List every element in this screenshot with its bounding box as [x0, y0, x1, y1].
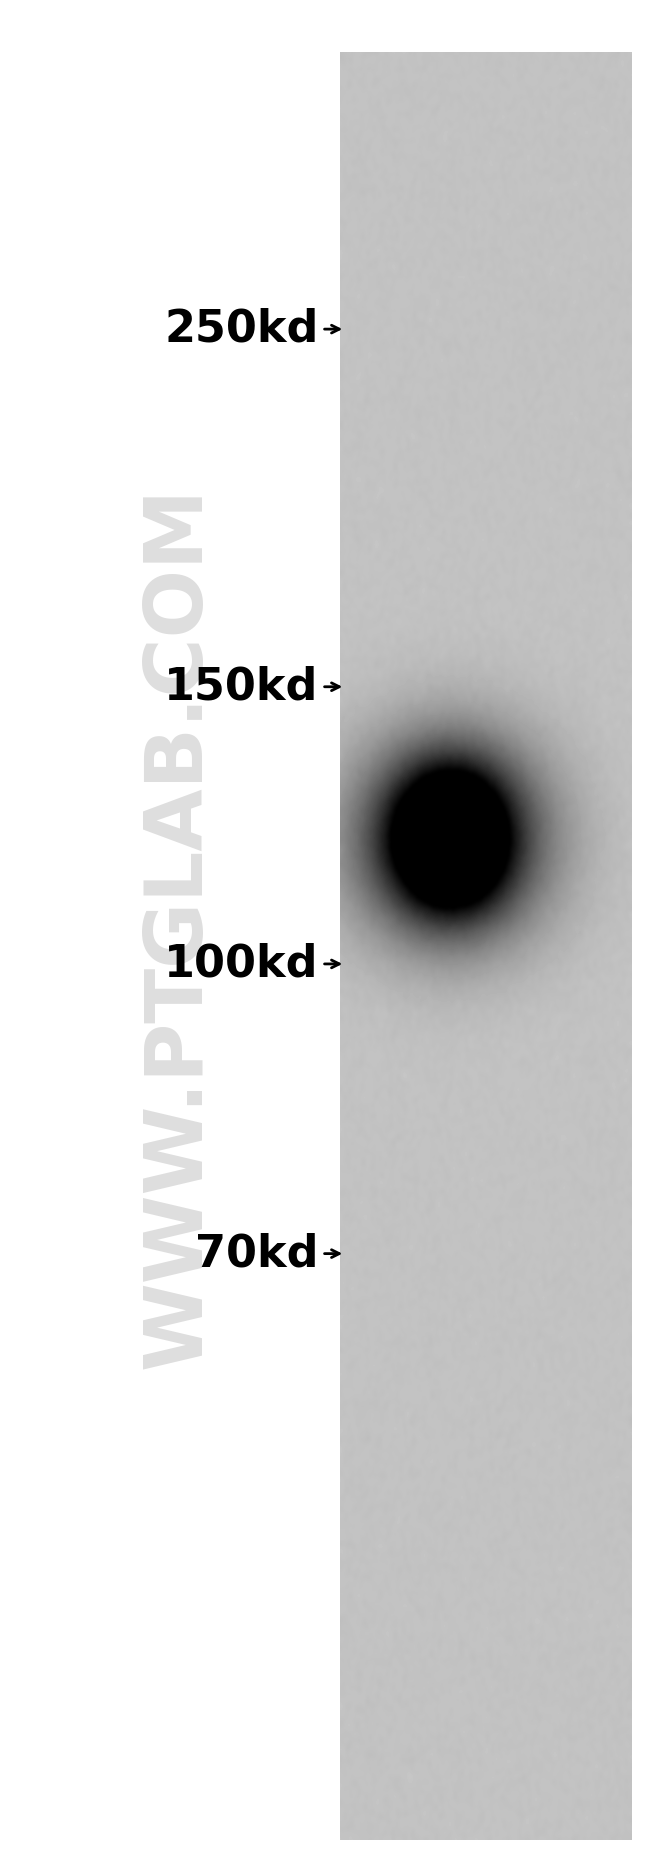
Text: 150kd: 150kd — [164, 666, 318, 709]
Text: 70kd: 70kd — [195, 1232, 318, 1274]
Bar — [632, 0, 650, 1840]
Bar — [340, 0, 632, 52]
Text: 100kd: 100kd — [164, 942, 318, 985]
Text: WWW.PTGLAB.COM: WWW.PTGLAB.COM — [140, 486, 218, 1369]
Text: 250kd: 250kd — [164, 308, 318, 351]
